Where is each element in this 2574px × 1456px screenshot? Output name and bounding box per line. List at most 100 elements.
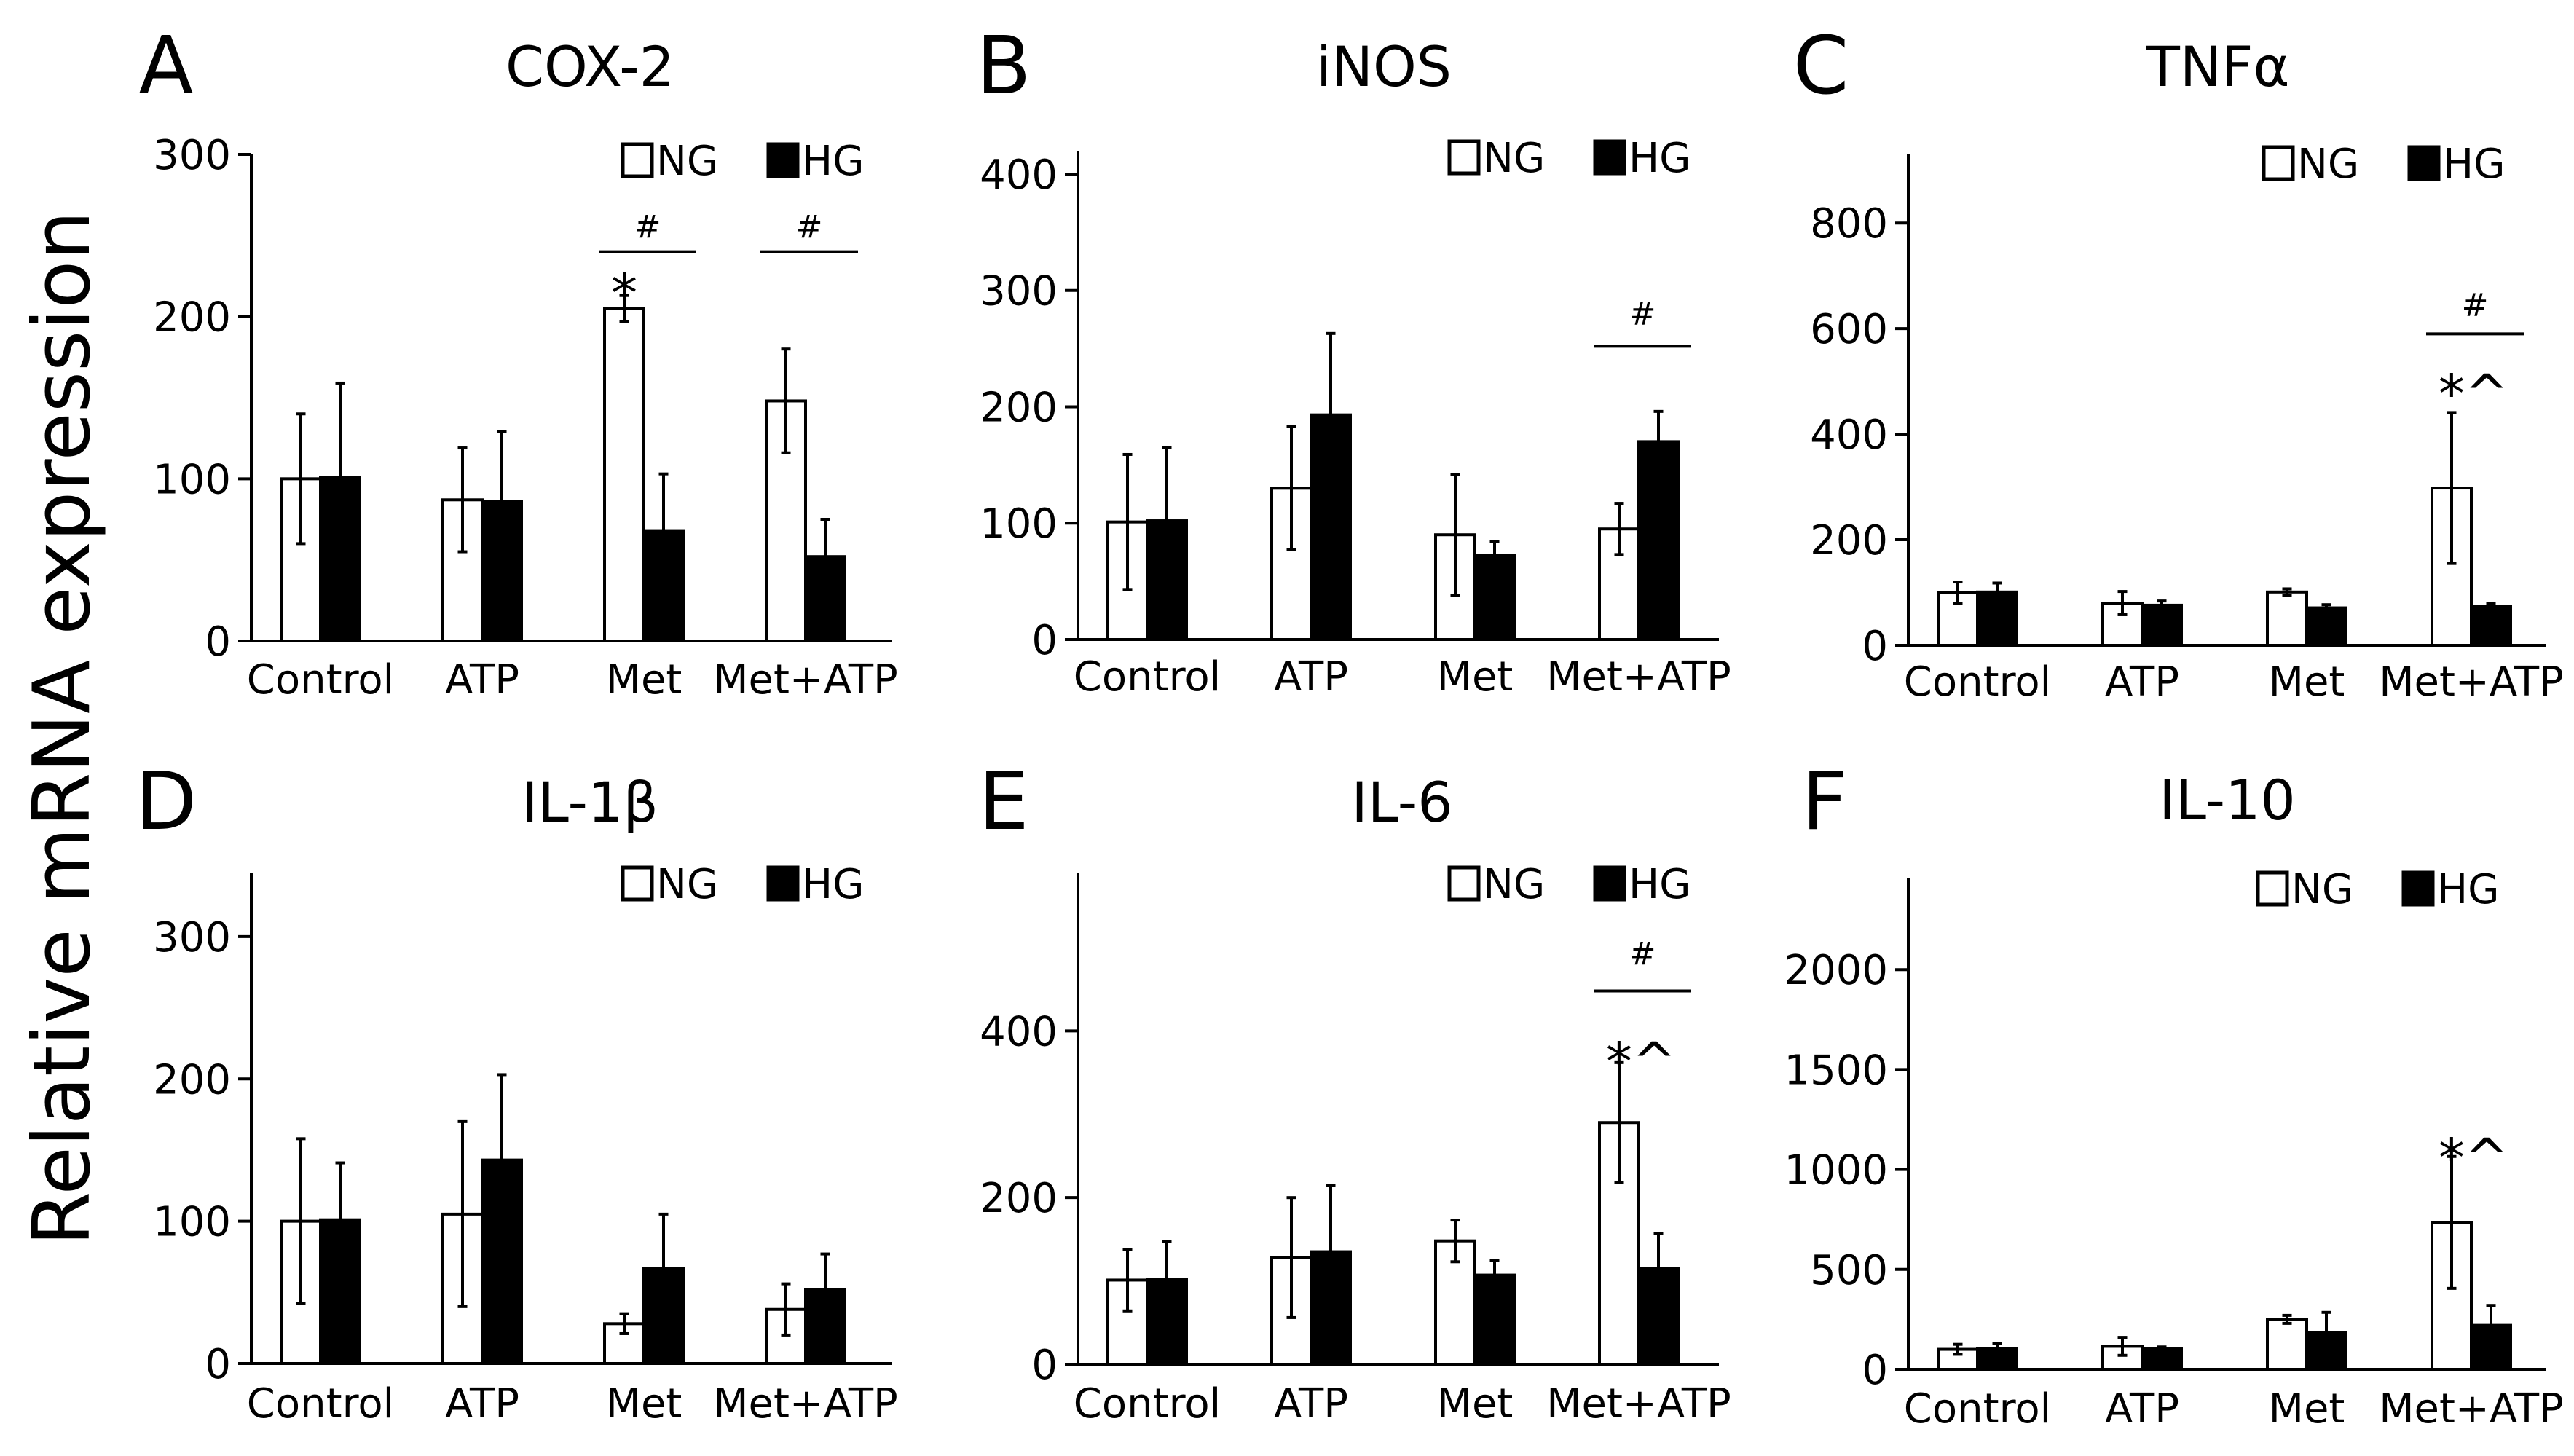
y-tick-label: 600 xyxy=(1810,306,1888,353)
bar-ng xyxy=(2266,1318,2308,1372)
panel-title: TNFα xyxy=(2145,34,2289,99)
bar-ng xyxy=(603,307,645,642)
x-tick-label: Control xyxy=(247,1380,394,1428)
y-tick-label: 0 xyxy=(1031,1342,1058,1389)
x-tick-label: Met xyxy=(2269,1385,2345,1433)
bar-ng xyxy=(2266,590,2308,647)
y-axis-label: Relative mRNA expression xyxy=(17,210,108,1246)
panel-a: A COX-2 0 100 200 300 Control ATP Met Met+ATP NG HG… xyxy=(138,19,897,704)
y-tick-label: 400 xyxy=(1810,412,1888,459)
y-tick-label: 0 xyxy=(1862,623,1888,670)
legend-swatch-hg xyxy=(1593,139,1626,176)
x-tick-label: Met xyxy=(1437,1380,1514,1428)
panel-f: F IL-10 0 500 1000 1500 2000 Control ATP Met Met+A… xyxy=(1784,755,2563,1433)
significance-hash: # xyxy=(1629,296,1656,333)
x-tick-label: ATP xyxy=(1274,1380,1348,1428)
x-tick-label: ATP xyxy=(1274,653,1348,701)
legend-label-ng: NG xyxy=(656,138,718,185)
x-tick-label: ATP xyxy=(445,1380,519,1428)
y-tick-label: 400 xyxy=(980,151,1058,199)
y-tick-label: 800 xyxy=(1810,200,1888,248)
bar-hg xyxy=(2141,603,2183,647)
panel-title: COX-2 xyxy=(505,34,674,99)
legend-label-ng: NG xyxy=(656,861,718,908)
panel-title: IL-10 xyxy=(2159,768,2296,833)
x-tick-label: Met+ATP xyxy=(1546,653,1731,701)
y-tick-label: 0 xyxy=(1031,617,1058,664)
x-tick-label: Control xyxy=(1074,1380,1221,1428)
x-tick-label: ATP xyxy=(2105,1385,2179,1433)
panel-letter: D xyxy=(135,755,197,848)
legend-swatch-hg xyxy=(766,142,800,178)
y-tick-label: 200 xyxy=(153,1056,231,1103)
legend-label-hg: HG xyxy=(2437,866,2500,913)
significance-marker: *^ xyxy=(2439,1128,2508,1189)
y-tick-label: 200 xyxy=(980,1175,1058,1222)
x-tick-label: Met+ATP xyxy=(1546,1380,1731,1428)
x-tick-label: Met+ATP xyxy=(713,1380,898,1428)
panel-title: iNOS xyxy=(1316,34,1452,99)
legend-swatch-ng xyxy=(2256,870,2289,907)
significance-hash: # xyxy=(2462,287,2489,324)
legend-swatch-ng xyxy=(2262,145,2295,181)
significance-marker: *^ xyxy=(1606,1031,1676,1093)
bar-hg xyxy=(1637,440,1680,642)
panel-letter: F xyxy=(1801,755,1847,848)
panel-d: D IL-1β 0 100 200 300 Control ATP Met Met+ATP NG HG xyxy=(135,755,898,1428)
y-tick-label: 2000 xyxy=(1784,947,1888,994)
x-tick-label: Met xyxy=(2269,658,2345,706)
legend-label-hg: HG xyxy=(802,138,865,185)
y-tick-label: 1000 xyxy=(1784,1147,1888,1195)
x-tick-label: Met+ATP xyxy=(2379,658,2564,706)
legend-label-ng: NG xyxy=(1483,135,1545,182)
panel-title: IL-6 xyxy=(1351,770,1452,835)
panel-title: IL-1β xyxy=(522,770,658,835)
x-tick-label: Met+ATP xyxy=(2379,1385,2564,1433)
y-tick-label: 400 xyxy=(980,1008,1058,1055)
y-tick-label: 200 xyxy=(153,294,231,342)
bar-hg xyxy=(1310,413,1352,642)
panel-letter: A xyxy=(138,19,193,112)
legend-label-ng: NG xyxy=(2291,866,2353,913)
legend-label-hg: HG xyxy=(2443,141,2506,188)
y-tick-label: 0 xyxy=(205,618,231,666)
x-tick-label: Control xyxy=(1904,658,2051,706)
x-tick-label: Control xyxy=(1074,653,1221,701)
x-tick-label: Met xyxy=(606,1380,682,1428)
y-tick-label: 300 xyxy=(153,132,231,179)
y-tick-label: 0 xyxy=(1862,1347,1888,1394)
legend-swatch-hg xyxy=(2407,145,2441,181)
x-tick-label: ATP xyxy=(2105,658,2179,706)
y-tick-label: 200 xyxy=(1810,517,1888,564)
y-tick-label: 100 xyxy=(153,1199,231,1246)
y-tick-label: 500 xyxy=(1810,1247,1888,1294)
x-tick-label: ATP xyxy=(445,656,519,704)
y-tick-label: 0 xyxy=(205,1341,231,1388)
x-tick-label: Met xyxy=(1437,653,1514,701)
significance-hash: # xyxy=(634,208,661,245)
y-tick-label: 100 xyxy=(980,500,1058,548)
significance-marker: *^ xyxy=(2439,363,2508,425)
significance-hash: # xyxy=(1629,935,1656,972)
y-tick-label: 200 xyxy=(980,384,1058,431)
x-tick-label: Met+ATP xyxy=(713,656,898,704)
bar-hg xyxy=(2470,605,2512,647)
legend-label-hg: HG xyxy=(1629,135,1691,182)
legend-swatch-ng xyxy=(1447,865,1481,902)
legend-label-hg: HG xyxy=(802,861,865,908)
panel-letter: E xyxy=(978,755,1029,848)
x-tick-label: Control xyxy=(1904,1385,2051,1433)
significance-marker: * xyxy=(611,263,637,324)
y-tick-label: 300 xyxy=(980,268,1058,315)
legend-swatch-hg xyxy=(2401,870,2435,907)
bar-hg xyxy=(1637,1267,1680,1366)
legend-swatch-ng xyxy=(1447,139,1481,176)
legend-swatch-ng xyxy=(621,865,654,902)
panel-letter: C xyxy=(1793,19,1849,112)
y-tick-label: 1500 xyxy=(1784,1047,1888,1094)
legend-label-ng: NG xyxy=(1483,861,1545,908)
panel-c: C TNFα 0 200 400 600 800 Control ATP Met Met+ATP NG… xyxy=(1793,19,2564,706)
legend-label-hg: HG xyxy=(1629,861,1691,908)
